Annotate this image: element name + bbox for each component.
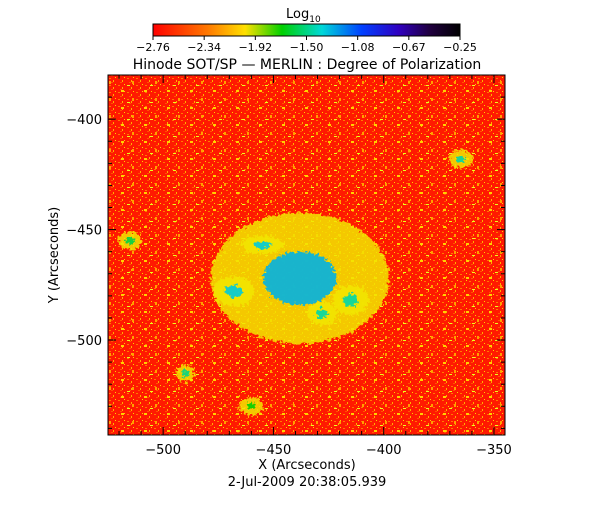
y-axis: −400 −450 −500 [66,74,505,429]
plot-frame [107,74,506,436]
y-tick-label: −500 [66,334,102,349]
feature-core [456,155,466,163]
y-axis-label: Y (Arcseconds) [47,207,62,304]
colorbar-tick-label: −0.67 [392,41,426,54]
x-axis: −500 −450 −400 −350 [118,75,512,458]
y-tick-label: −400 [66,113,102,128]
polarization-features [118,149,473,416]
x-tick-label: −500 [145,443,181,458]
x-tick-label: −350 [476,443,512,458]
colorbar: −2.76 −2.34 −1.92 −1.50 −1.08 −0.67 −0.25 Log1… [136,7,477,54]
chart-title: Hinode SOT/SP — MERLIN : Degree of Polar… [133,57,482,73]
colorbar-gradient [152,23,461,37]
x-axis-label: X (Arcseconds) [258,458,355,473]
x-tick-label: −400 [366,443,402,458]
feature-core [181,369,189,377]
feature-core [253,241,271,249]
colorbar-tick-label: −0.25 [443,41,477,54]
colorbar-tick-label: −2.76 [136,41,170,54]
colorbar-tick-label: −1.92 [238,41,272,54]
feature-core [315,308,329,319]
colorbar-tick-label: −1.50 [290,41,324,54]
feature-core [343,294,358,307]
heatmap-plot-area [107,74,506,436]
x-tick-label: −450 [256,443,292,458]
feature-core [263,251,337,305]
feature-core [225,285,243,298]
feature-core [125,237,135,245]
colorbar-tick-label: −1.08 [341,41,375,54]
footer-timestamp: 2-Jul-2009 20:38:05.939 [228,475,387,490]
colorbar-tick-label: −2.34 [187,41,221,54]
colorbar-label: Log10 [286,7,321,25]
y-tick-label: −450 [66,224,102,239]
feature-core [246,402,257,410]
colorbar-ticks: −2.76 −2.34 −1.92 −1.50 −1.08 −0.67 −0.25 [136,36,477,54]
